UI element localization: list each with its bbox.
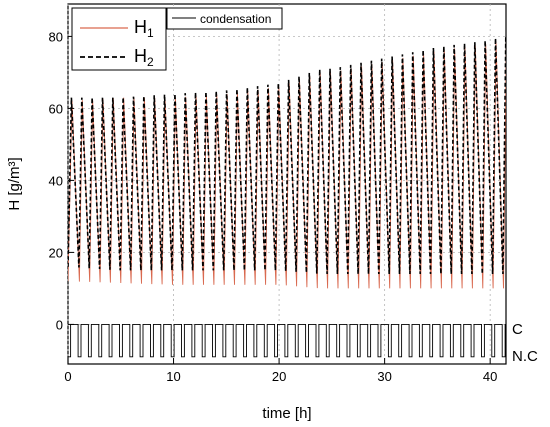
x-axis-title: time [h] bbox=[262, 405, 311, 422]
y-tick-label: 80 bbox=[49, 29, 63, 44]
x-tick-label: 30 bbox=[377, 369, 391, 384]
y-tick-label: 40 bbox=[49, 173, 63, 188]
x-tick-label: 10 bbox=[166, 369, 180, 384]
series-h2-line bbox=[68, 36, 506, 275]
legend-condensation-box bbox=[166, 7, 283, 30]
legend-h: H1 H2 bbox=[71, 7, 167, 71]
state-label-nc: N.C bbox=[512, 348, 538, 365]
x-tick-label: 0 bbox=[64, 369, 71, 384]
x-tick-label: 20 bbox=[272, 369, 286, 384]
legend-condensation-label: condensation bbox=[200, 12, 271, 26]
legend-h-box bbox=[71, 7, 167, 71]
x-tick-label: 40 bbox=[483, 369, 497, 384]
y-tick-label: 20 bbox=[49, 245, 63, 260]
y-axis-title: H [g/m³] bbox=[6, 157, 23, 210]
y-tick-label: 0 bbox=[56, 317, 63, 332]
legend-h2-label: H2 bbox=[134, 46, 154, 69]
legend-condensation: condensation bbox=[166, 7, 283, 30]
series-layer bbox=[68, 36, 506, 358]
series-condensation-line bbox=[68, 323, 506, 358]
tick-layer: 0 10 20 30 40 0 20 40 60 80 bbox=[49, 29, 498, 384]
state-label-c: C bbox=[512, 321, 523, 338]
legend-h1-label: H1 bbox=[134, 17, 154, 40]
y-tick-label: 60 bbox=[49, 101, 63, 116]
